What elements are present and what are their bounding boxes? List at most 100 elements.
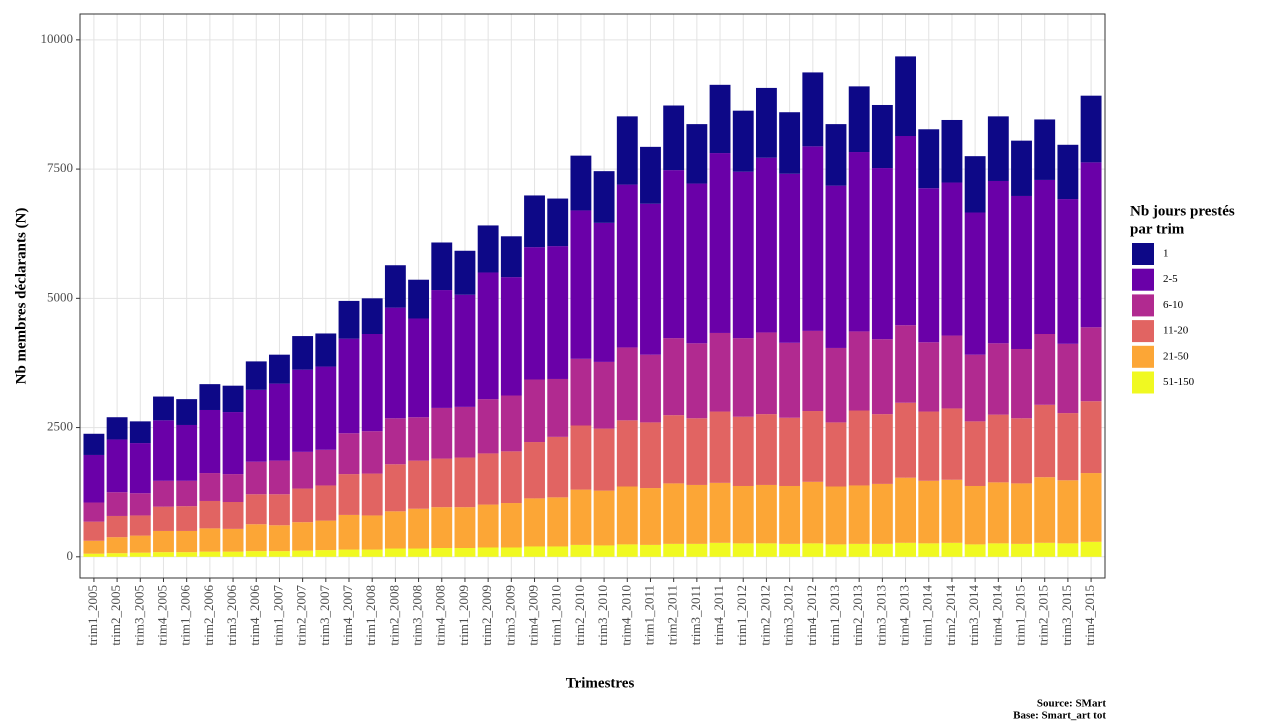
bar-segment	[176, 530, 198, 553]
bar-segment	[616, 184, 638, 348]
bar-segment	[616, 544, 638, 557]
bar-segment	[477, 399, 499, 454]
bar-segment	[500, 503, 522, 548]
bar-segment	[83, 553, 105, 557]
bar-segment	[431, 242, 453, 291]
x-tick-label: trim2_2013	[850, 585, 865, 646]
bar-segment	[477, 225, 499, 273]
x-tick-label: trim4_2015	[1082, 585, 1097, 646]
legend-label: 21-50	[1163, 350, 1189, 362]
bar-segment	[1011, 418, 1032, 484]
legend-key	[1132, 371, 1154, 394]
legend-key	[1132, 345, 1154, 368]
bar-segment	[408, 548, 430, 557]
bar-segment	[593, 171, 615, 223]
bar-segment	[83, 521, 105, 541]
bar-segment	[825, 544, 847, 557]
bar-segment	[500, 395, 522, 452]
bar-segment	[871, 104, 893, 169]
bar-segment	[871, 543, 893, 557]
x-tick-label: trim3_2007	[317, 585, 332, 646]
bar-segment	[570, 210, 592, 359]
bar-segment	[593, 428, 615, 491]
x-tick-label: trim4_2014	[989, 585, 1004, 646]
bar-segment	[547, 246, 569, 379]
bar-segment	[779, 417, 801, 486]
bar-segment	[1080, 473, 1102, 542]
bar-segment	[245, 524, 267, 552]
x-tick-label: trim2_2012	[757, 585, 772, 646]
caption: Source: SMart	[1037, 698, 1106, 710]
bar-segment	[408, 279, 430, 319]
bar-segment	[1034, 333, 1056, 405]
bar-segment	[640, 422, 661, 489]
bar-segment	[292, 336, 314, 370]
bar-segment	[987, 414, 1009, 483]
bar-segment	[477, 272, 499, 400]
bar-segment	[547, 378, 569, 437]
bar-segment	[964, 544, 986, 557]
x-tick-label: trim4_2006	[247, 585, 262, 646]
x-tick-label: trim3_2013	[873, 585, 888, 646]
bar-segment	[199, 384, 221, 410]
bar-segment	[245, 361, 267, 390]
bar-segment	[616, 486, 638, 545]
bar-segment	[338, 549, 360, 557]
bar-segment	[593, 222, 615, 362]
y-tick-label: 10000	[41, 31, 74, 46]
bar-segment	[570, 358, 592, 426]
bar-segment	[524, 546, 545, 557]
bar-segment	[1034, 477, 1056, 543]
bar-segment	[268, 460, 290, 495]
legend-title: par trim	[1130, 221, 1185, 237]
bar-segment	[779, 112, 801, 174]
bar-segment	[755, 543, 777, 557]
bar-segment	[987, 482, 1009, 544]
bar-segment	[454, 250, 476, 295]
y-tick-label: 5000	[47, 289, 73, 304]
bar-segment	[941, 182, 963, 336]
bar-segment	[802, 72, 824, 147]
bar-segment	[315, 485, 337, 521]
bar-segment	[732, 338, 754, 417]
bar-segment	[987, 543, 1009, 557]
bar-segment	[408, 460, 430, 509]
bar-segment	[83, 502, 105, 522]
bar-segment	[129, 493, 151, 516]
bar-segment	[500, 451, 522, 504]
bar-segment	[640, 488, 661, 545]
bar-segment	[199, 500, 221, 529]
bar-segment	[941, 119, 963, 183]
bar-segment	[292, 550, 314, 557]
bar-segment	[640, 354, 661, 423]
bar-segment	[222, 551, 244, 557]
bar-segment	[153, 530, 174, 553]
bar-segment	[292, 488, 314, 523]
bar-segment	[1011, 543, 1032, 557]
bar-segment	[779, 173, 801, 343]
bar-segment	[384, 464, 406, 512]
bar-segment	[199, 409, 221, 474]
bar-segment	[964, 421, 986, 486]
bar-segment	[384, 418, 406, 465]
bar-segment	[663, 170, 685, 339]
bar-segment	[315, 449, 337, 486]
bar-segment	[292, 522, 314, 551]
bar-segment	[222, 385, 244, 413]
bar-segment	[361, 333, 383, 432]
bar-segment	[292, 451, 314, 489]
bar-segment	[199, 551, 221, 557]
x-tick-label: trim1_2015	[1013, 585, 1028, 646]
bar-segment	[871, 483, 893, 544]
bar-segment	[848, 485, 870, 544]
bar-segment	[802, 411, 824, 482]
y-tick-label: 7500	[47, 160, 73, 175]
panel-border	[79, 13, 1106, 579]
bar-segment	[779, 543, 801, 557]
legend-label: 1	[1163, 248, 1169, 260]
x-tick-label: trim3_2014	[966, 585, 981, 646]
x-tick-label: trim1_2008	[363, 585, 378, 646]
bar-segment	[848, 331, 870, 411]
bar-segment	[941, 408, 963, 480]
bar-segment	[408, 417, 430, 461]
